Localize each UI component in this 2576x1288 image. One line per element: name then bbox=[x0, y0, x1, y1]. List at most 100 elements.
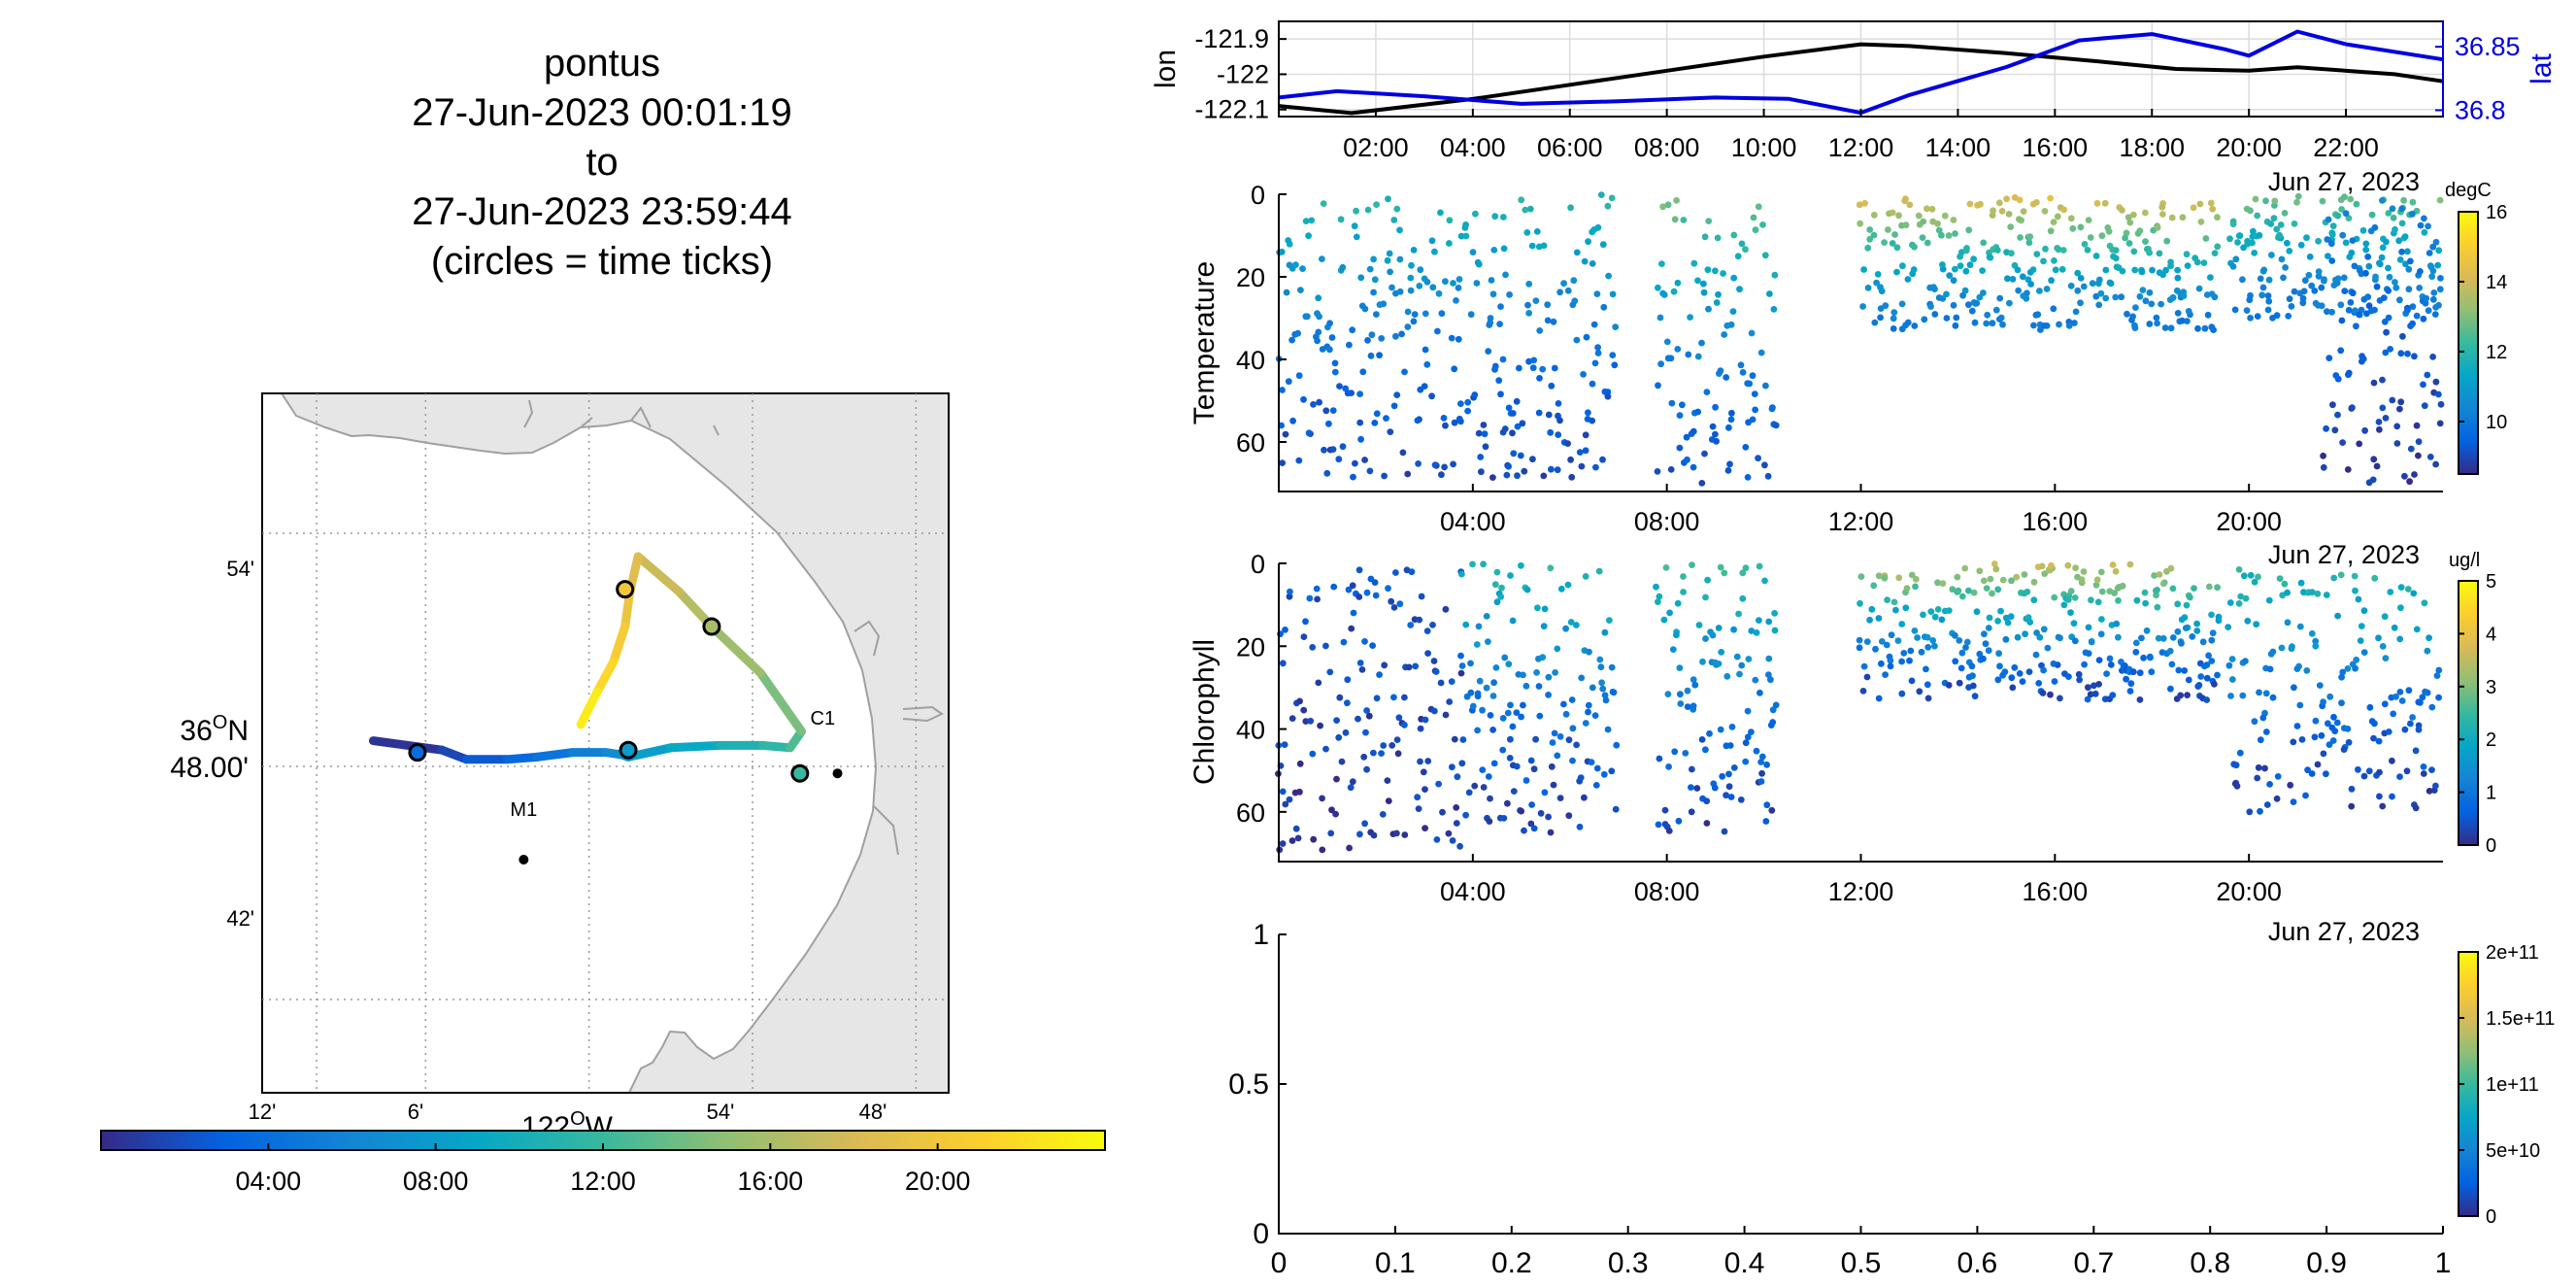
data-point bbox=[1866, 616, 1873, 624]
data-point bbox=[1976, 567, 1984, 575]
data-point bbox=[1761, 577, 1768, 585]
data-point bbox=[2124, 214, 2132, 221]
chl-date-label: Jun 27, 2023 bbox=[2268, 917, 2420, 946]
data-point bbox=[1499, 715, 1507, 722]
data-point bbox=[1523, 586, 1531, 593]
data-point bbox=[1970, 255, 1977, 263]
data-point bbox=[2236, 232, 2244, 240]
data-point bbox=[2040, 626, 2048, 633]
x-tick-label: 0.4 bbox=[1724, 1247, 1765, 1279]
data-point bbox=[1297, 287, 1304, 293]
data-point bbox=[2148, 668, 2156, 676]
data-point bbox=[1471, 782, 1479, 790]
data-point bbox=[2235, 600, 2243, 607]
data-point bbox=[1582, 720, 1589, 727]
data-point bbox=[1901, 197, 1909, 205]
data-point bbox=[1567, 204, 1574, 212]
data-point bbox=[2379, 643, 2387, 650]
data-point bbox=[1547, 428, 1555, 436]
data-point bbox=[2207, 199, 2215, 207]
ts-x-tick-label: 18:00 bbox=[2119, 133, 2185, 162]
data-point bbox=[1680, 589, 1687, 595]
data-point bbox=[2396, 689, 2404, 695]
data-point bbox=[2337, 347, 2345, 355]
data-point bbox=[2080, 283, 2088, 290]
data-point bbox=[1861, 199, 1868, 207]
title-to: to bbox=[585, 141, 619, 184]
data-point bbox=[2105, 227, 2113, 235]
data-point bbox=[1998, 208, 2006, 215]
data-point bbox=[1329, 407, 1337, 414]
data-point bbox=[2078, 576, 2086, 583]
data-point bbox=[1593, 290, 1601, 297]
data-point bbox=[2385, 288, 2392, 294]
data-point bbox=[2203, 674, 2211, 682]
data-point bbox=[1898, 621, 1906, 627]
data-point bbox=[2373, 283, 2381, 290]
data-point bbox=[1671, 748, 1679, 756]
time-tick-circle bbox=[790, 763, 810, 783]
data-point bbox=[1363, 765, 1370, 773]
data-point bbox=[1687, 314, 1693, 321]
data-point bbox=[2360, 649, 2368, 656]
data-point bbox=[1282, 627, 1288, 633]
data-point bbox=[1939, 580, 1947, 588]
data-point bbox=[2382, 415, 2390, 422]
data-point bbox=[1530, 765, 1538, 773]
x-tick-label: 20:00 bbox=[2216, 877, 2282, 906]
data-point bbox=[2375, 419, 2383, 425]
data-point bbox=[2159, 580, 2167, 588]
data-point bbox=[1742, 246, 1749, 254]
data-point bbox=[2415, 438, 2423, 446]
data-point bbox=[1770, 306, 1778, 313]
data-point bbox=[2436, 420, 2444, 427]
data-point bbox=[1878, 660, 1885, 667]
data-point bbox=[1871, 319, 1879, 326]
data-point bbox=[2054, 245, 2061, 252]
data-point bbox=[2420, 381, 2426, 389]
data-point bbox=[2396, 773, 2403, 780]
data-point bbox=[1408, 568, 1416, 576]
data-point bbox=[1688, 784, 1694, 791]
data-point bbox=[1585, 708, 1591, 716]
data-point bbox=[1456, 842, 1463, 850]
data-point bbox=[1751, 390, 1758, 397]
data-point bbox=[2383, 328, 2391, 336]
data-point bbox=[1372, 592, 1380, 599]
data-point bbox=[1761, 461, 1768, 469]
data-point bbox=[1887, 657, 1894, 664]
data-point bbox=[1746, 380, 1754, 388]
data-point bbox=[1699, 658, 1706, 665]
data-point bbox=[2169, 634, 2177, 641]
data-point bbox=[2154, 603, 2161, 611]
data-point bbox=[2027, 281, 2035, 288]
ts-lines bbox=[1278, 29, 2444, 116]
data-point bbox=[1326, 346, 1333, 354]
data-point bbox=[1385, 797, 1392, 804]
data-point bbox=[2294, 192, 2302, 200]
data-point bbox=[2184, 262, 2191, 269]
data-point bbox=[1734, 253, 1742, 260]
data-point bbox=[1287, 588, 1293, 595]
data-point bbox=[2085, 624, 2092, 631]
ts-ticks: 02:00 04:00 06:00 08:00 10:00 12:00 14:00 16:00… bbox=[1194, 21, 2521, 162]
data-point bbox=[1357, 274, 1365, 282]
data-point bbox=[1920, 611, 1926, 619]
data-point bbox=[1689, 765, 1695, 773]
data-point bbox=[2344, 466, 2352, 473]
data-point bbox=[1326, 668, 1334, 676]
data-point bbox=[2228, 656, 2236, 662]
data-point bbox=[2251, 578, 2258, 586]
data-point bbox=[1509, 429, 1516, 437]
data-point bbox=[1707, 628, 1714, 635]
data-point bbox=[2247, 571, 2255, 579]
data-point bbox=[1516, 364, 1522, 372]
data-point bbox=[1924, 633, 1931, 641]
data-point bbox=[2029, 266, 2037, 273]
data-point bbox=[1761, 252, 1769, 259]
data-point bbox=[2035, 680, 2043, 687]
data-point bbox=[1475, 260, 1483, 268]
data-point bbox=[1480, 784, 1488, 791]
map-y-center-minutes: 48.00' bbox=[170, 752, 249, 784]
data-point bbox=[2413, 626, 2421, 633]
